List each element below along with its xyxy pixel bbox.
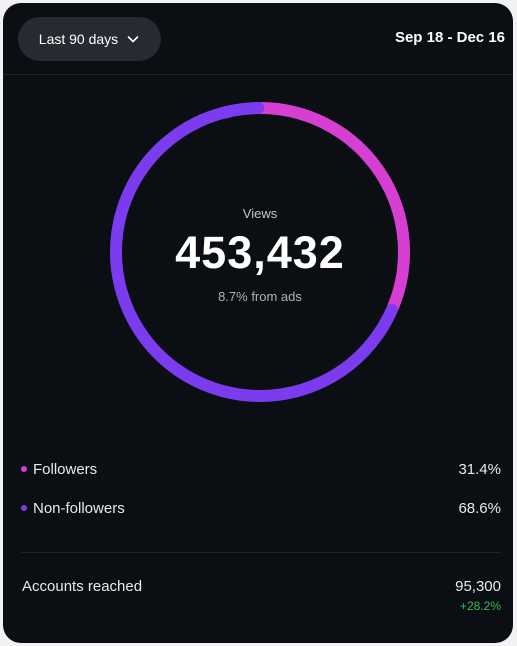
- donut-center: Views 453,432 8.7% from ads: [108, 100, 412, 404]
- views-count: 453,432: [175, 227, 345, 278]
- date-range-text: Sep 18 - Dec 16: [394, 29, 505, 46]
- followers-color-dot: [21, 466, 27, 472]
- accounts-reached-change: +28.2%: [459, 599, 501, 613]
- legend-row-followers: Followers 31.4%: [21, 457, 501, 481]
- views-donut-chart: Views 453,432 8.7% from ads: [108, 100, 412, 404]
- date-range-dropdown-label: Last 90 days: [38, 31, 119, 47]
- donut-segment-non-followers: [110, 102, 398, 402]
- chevron-down-icon: [126, 32, 140, 46]
- divider: [3, 74, 513, 75]
- legend-row-non-followers: Non-followers 68.6%: [21, 496, 501, 520]
- legend-label-followers: Followers: [33, 460, 98, 478]
- accounts-reached-label: Accounts reached: [22, 578, 143, 595]
- accounts-reached-value: 95,300: [455, 578, 501, 595]
- header: Last 90 days Sep 18 - Dec 16: [3, 3, 513, 74]
- non-followers-color-dot: [21, 505, 27, 511]
- legend-percent-followers: 31.4%: [458, 460, 501, 478]
- donut-svg: [110, 102, 410, 402]
- donut-segment-followers: [255, 102, 410, 313]
- ads-share-text: 8.7% from ads: [218, 289, 302, 304]
- date-range-dropdown[interactable]: Last 90 days: [18, 17, 161, 61]
- views-insights-card: Last 90 days Sep 18 - Dec 16 Views 453,4…: [3, 3, 513, 643]
- views-label: Views: [242, 206, 278, 221]
- divider: [21, 552, 501, 553]
- legend-label-non-followers: Non-followers: [33, 499, 125, 517]
- legend-percent-non-followers: 68.6%: [458, 499, 501, 517]
